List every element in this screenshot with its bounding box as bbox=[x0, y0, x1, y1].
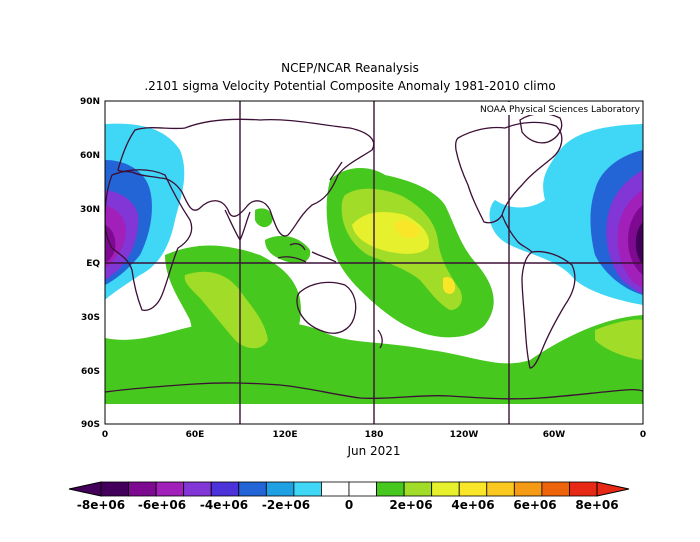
lon-label: 0 bbox=[102, 430, 108, 440]
asia-positive-region bbox=[255, 208, 273, 228]
lon-label: 60W bbox=[543, 430, 566, 440]
colorbar-swatch bbox=[569, 481, 598, 497]
colorbar bbox=[68, 481, 630, 497]
colorbar-label: -2e+06 bbox=[262, 498, 310, 512]
lon-label: 120E bbox=[273, 430, 298, 440]
lon-label: 120W bbox=[450, 430, 479, 440]
chart-subtitle: .2101 sigma Velocity Potential Composite… bbox=[144, 79, 556, 93]
colorbar-label: 6e+06 bbox=[513, 498, 556, 512]
lat-label: 90S bbox=[81, 420, 100, 430]
gridlines bbox=[105, 101, 643, 424]
credit-label: NOAA Physical Sciences Laboratory bbox=[480, 105, 641, 115]
colorbar-swatch bbox=[238, 481, 267, 497]
maritime-positive-region bbox=[265, 235, 311, 264]
colorbar-label: 2e+06 bbox=[389, 498, 432, 512]
new-zealand-coastline bbox=[377, 329, 383, 349]
colorbar-swatch bbox=[183, 481, 212, 497]
colorbar-arrow-min bbox=[68, 481, 102, 497]
lat-label: 30N bbox=[80, 205, 100, 215]
colorbar-swatch bbox=[265, 481, 295, 497]
colorbar-arrow-max bbox=[596, 481, 630, 497]
date-label: Jun 2021 bbox=[346, 444, 400, 458]
chart-title: NCEP/NCAR Reanalysis bbox=[281, 61, 419, 75]
credit-box bbox=[458, 102, 642, 115]
colorbar-label: 8e+06 bbox=[575, 498, 618, 512]
colorbar-swatch bbox=[321, 481, 350, 497]
colorbar-swatch bbox=[403, 481, 433, 497]
lat-label: 60N bbox=[80, 151, 100, 161]
colorbar-swatch bbox=[100, 481, 129, 497]
antarctica-coastline bbox=[105, 382, 643, 400]
japan-coastline bbox=[329, 161, 343, 181]
colorbar-swatch bbox=[155, 481, 185, 497]
colorbar-label: -6e+06 bbox=[138, 498, 186, 512]
colorbar-swatch bbox=[513, 481, 543, 497]
colorbar-swatch bbox=[541, 481, 570, 497]
australia-coastline bbox=[296, 281, 357, 334]
latitude-labels: 90N 60N 30N EQ 30S 60S 90S bbox=[80, 97, 100, 430]
south-pacific-yellow-region bbox=[443, 277, 456, 294]
southern-ocean-light-anomaly bbox=[595, 319, 643, 360]
eurasia-coastline bbox=[117, 118, 375, 237]
lon-label: 0 bbox=[640, 430, 646, 440]
colorbar-swatch bbox=[128, 481, 157, 497]
colorbar-label: 4e+06 bbox=[451, 498, 494, 512]
lat-label: 30S bbox=[81, 313, 100, 323]
south-america-coastline bbox=[521, 250, 576, 369]
colorbar-swatch bbox=[293, 481, 322, 497]
indian-ocean-light-region bbox=[184, 271, 268, 349]
lat-label: 90N bbox=[80, 97, 100, 107]
lon-label: 60E bbox=[186, 430, 205, 440]
central-america-coastline bbox=[501, 214, 533, 253]
colorbar-swatch bbox=[458, 481, 488, 497]
colorbar-label: 0 bbox=[345, 498, 353, 512]
longitude-labels: 0 60E 120E 180 120W 60W 0 bbox=[102, 430, 646, 440]
colorbar-swatch bbox=[210, 481, 240, 497]
americas-negative-max bbox=[635, 222, 643, 264]
colorbar-label: -8e+06 bbox=[77, 498, 125, 512]
map-frame bbox=[104, 100, 644, 425]
lon-label: 180 bbox=[365, 430, 384, 440]
colorbar-swatch bbox=[431, 481, 460, 497]
colorbar-label: -4e+06 bbox=[200, 498, 248, 512]
lat-label: 60S bbox=[81, 367, 100, 377]
colorbar-swatch bbox=[376, 481, 405, 497]
africa-coastline bbox=[105, 169, 193, 311]
colorbar-swatch bbox=[348, 481, 377, 497]
colorbar-labels: -8e+06 -6e+06 -4e+06 -2e+06 0 2e+06 4e+0… bbox=[77, 498, 619, 512]
maritime-continent-coastline bbox=[277, 243, 337, 263]
pacific-peak-region bbox=[394, 220, 420, 238]
lat-label: EQ bbox=[86, 259, 100, 269]
colorbar-swatch bbox=[486, 481, 515, 497]
